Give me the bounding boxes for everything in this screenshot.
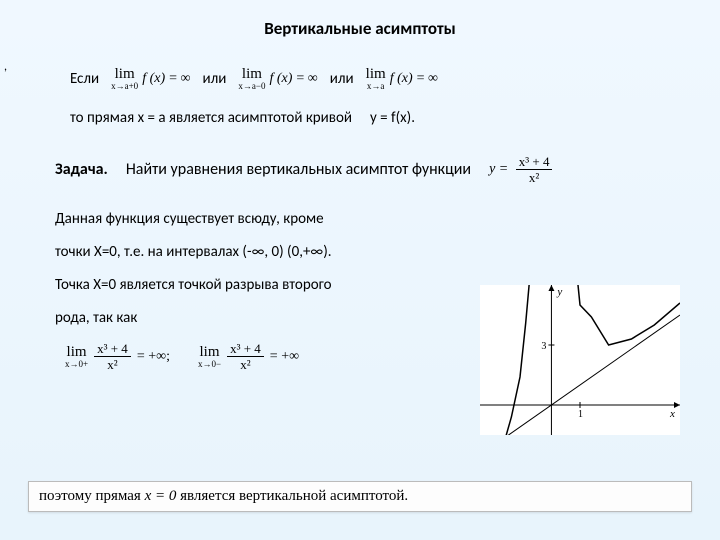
eq: = +∞	[270, 349, 299, 365]
lim-word: lim	[67, 345, 87, 360]
body-text: Данная функция существует всюду, кроме т…	[0, 206, 430, 332]
concl-mid: x = 0	[145, 488, 177, 504]
yeq: y =	[489, 162, 508, 177]
svg-text:3: 3	[541, 341, 546, 352]
task-label: Задача.	[55, 160, 108, 179]
frac-den: x²	[107, 357, 117, 371]
fx: f (x)	[142, 71, 165, 87]
function-graph: y x 3 1	[480, 285, 680, 435]
conclusion-box: поэтому прямая x = 0 является вертикальн…	[28, 481, 692, 512]
yfx-text: y = f(x).	[370, 109, 415, 127]
limit-expr-3: limx→a f (x) = ∞	[366, 67, 438, 91]
eq: = ∞	[417, 71, 438, 87]
limit-expr-1: limx→a+0 f (x) = ∞	[111, 67, 190, 91]
bottom-limit-1: limx→0+ x³ + 4 x² = +∞;	[65, 342, 170, 371]
frac-num: x³ + 4	[227, 342, 264, 357]
body-p1: Данная функция существует всюду, кроме	[55, 206, 430, 233]
condition-row: Если limx→a+0 f (x) = ∞ или limx→a−0 f (…	[0, 67, 720, 91]
body-p2: точки Х=0, т.е. на интервалах (-∞, 0) (0…	[55, 239, 430, 266]
frac-den: x²	[240, 357, 250, 371]
page-title: Вертикальные асимптоты	[0, 0, 720, 39]
lim-word: lim	[115, 67, 135, 82]
task-formula: y = x³ + 4 x²	[489, 155, 552, 184]
eq: = +∞;	[137, 349, 170, 365]
lim-word: lim	[366, 67, 386, 82]
body-p4: рода, так как	[55, 305, 430, 332]
then-text: то прямая х = а является асимптотой крив…	[70, 109, 352, 127]
lim-sub: x→a−0	[238, 82, 265, 91]
stray-comma: ,	[4, 60, 7, 74]
bottom-limit-2: limx→0− x³ + 4 x² = +∞	[198, 342, 299, 371]
lim-sub: x→0−	[198, 360, 221, 369]
body-p3: Точка Х=0 является точкой разрыва второг…	[55, 272, 430, 299]
lim-word: lim	[200, 345, 220, 360]
or-label: или	[203, 70, 227, 88]
lim-sub: x→a	[367, 82, 385, 91]
task-row: Задача. Найти уравнения вертикальных аси…	[0, 155, 720, 184]
lim-word: lim	[242, 67, 262, 82]
fx: f (x)	[269, 71, 292, 87]
svg-text:x: x	[669, 408, 675, 420]
frac-num: x³ + 4	[516, 155, 553, 170]
or-label: или	[330, 70, 354, 88]
if-label: Если	[70, 70, 99, 88]
eq: = ∞	[169, 71, 190, 87]
concl-t1: поэтому прямая	[39, 488, 145, 504]
task-text: Найти уравнения вертикальных асимптот фу…	[126, 160, 471, 179]
svg-text:1: 1	[578, 409, 583, 420]
svg-text:y: y	[556, 286, 562, 298]
frac-den: x²	[529, 170, 539, 184]
fx: f (x)	[390, 71, 413, 87]
limit-expr-2: limx→a−0 f (x) = ∞	[238, 67, 317, 91]
eq: = ∞	[296, 71, 317, 87]
lim-sub: x→a+0	[111, 82, 138, 91]
conclusion-row: то прямая х = а является асимптотой крив…	[0, 109, 720, 127]
lim-sub: x→0+	[65, 360, 88, 369]
frac-num: x³ + 4	[94, 342, 131, 357]
concl-t2: является вертикальной асимптотой.	[180, 488, 408, 504]
